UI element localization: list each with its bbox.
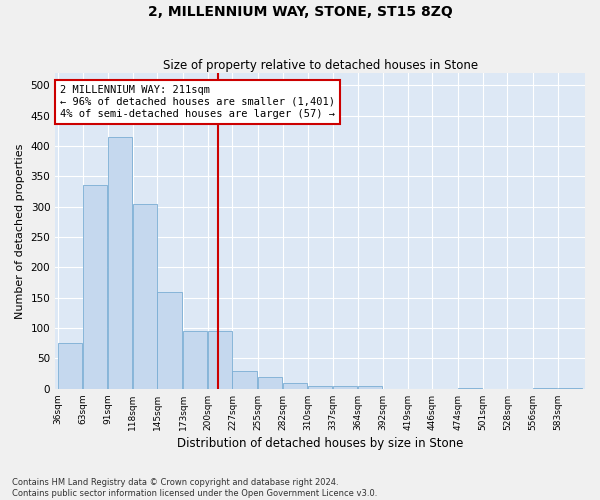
Text: 2 MILLENNIUM WAY: 211sqm
← 96% of detached houses are smaller (1,401)
4% of semi: 2 MILLENNIUM WAY: 211sqm ← 96% of detach… (60, 86, 335, 118)
Bar (108, 137, 133, 389)
Bar (58, 344, 82, 389)
Title: Size of property relative to detached houses in Stone: Size of property relative to detached ho… (163, 59, 478, 72)
Bar (232, 370, 257, 389)
Bar (358, 386, 382, 389)
Bar (308, 386, 332, 389)
Bar (83, 186, 107, 389)
Bar (557, 388, 582, 389)
Y-axis label: Number of detached properties: Number of detached properties (15, 144, 25, 318)
Bar (283, 382, 307, 389)
Bar (333, 386, 357, 389)
Bar (157, 292, 182, 389)
Bar (258, 376, 282, 389)
Bar (208, 331, 232, 389)
Bar (458, 388, 482, 389)
Text: Contains HM Land Registry data © Crown copyright and database right 2024.
Contai: Contains HM Land Registry data © Crown c… (12, 478, 377, 498)
Bar (183, 331, 207, 389)
Bar (133, 204, 157, 389)
X-axis label: Distribution of detached houses by size in Stone: Distribution of detached houses by size … (177, 437, 463, 450)
Bar (533, 388, 557, 389)
Text: 2, MILLENNIUM WAY, STONE, ST15 8ZQ: 2, MILLENNIUM WAY, STONE, ST15 8ZQ (148, 5, 452, 19)
